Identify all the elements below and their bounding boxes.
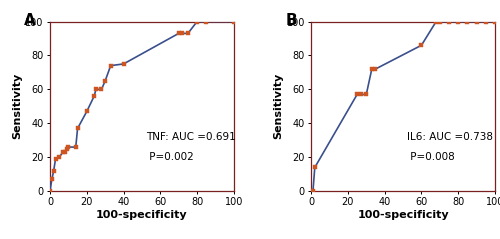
X-axis label: 100-specificity: 100-specificity [357,210,449,220]
Text: IL6: AUC =0.738: IL6: AUC =0.738 [406,132,492,142]
Text: A: A [24,13,36,28]
Y-axis label: Sensitivity: Sensitivity [12,73,22,140]
Text: B: B [286,13,297,28]
X-axis label: 100-specificity: 100-specificity [96,210,188,220]
Y-axis label: Sensitivity: Sensitivity [274,73,283,140]
Text: P=0.008: P=0.008 [406,152,455,162]
Text: P=0.002: P=0.002 [146,152,194,162]
Text: TNF: AUC =0.691: TNF: AUC =0.691 [146,132,236,142]
